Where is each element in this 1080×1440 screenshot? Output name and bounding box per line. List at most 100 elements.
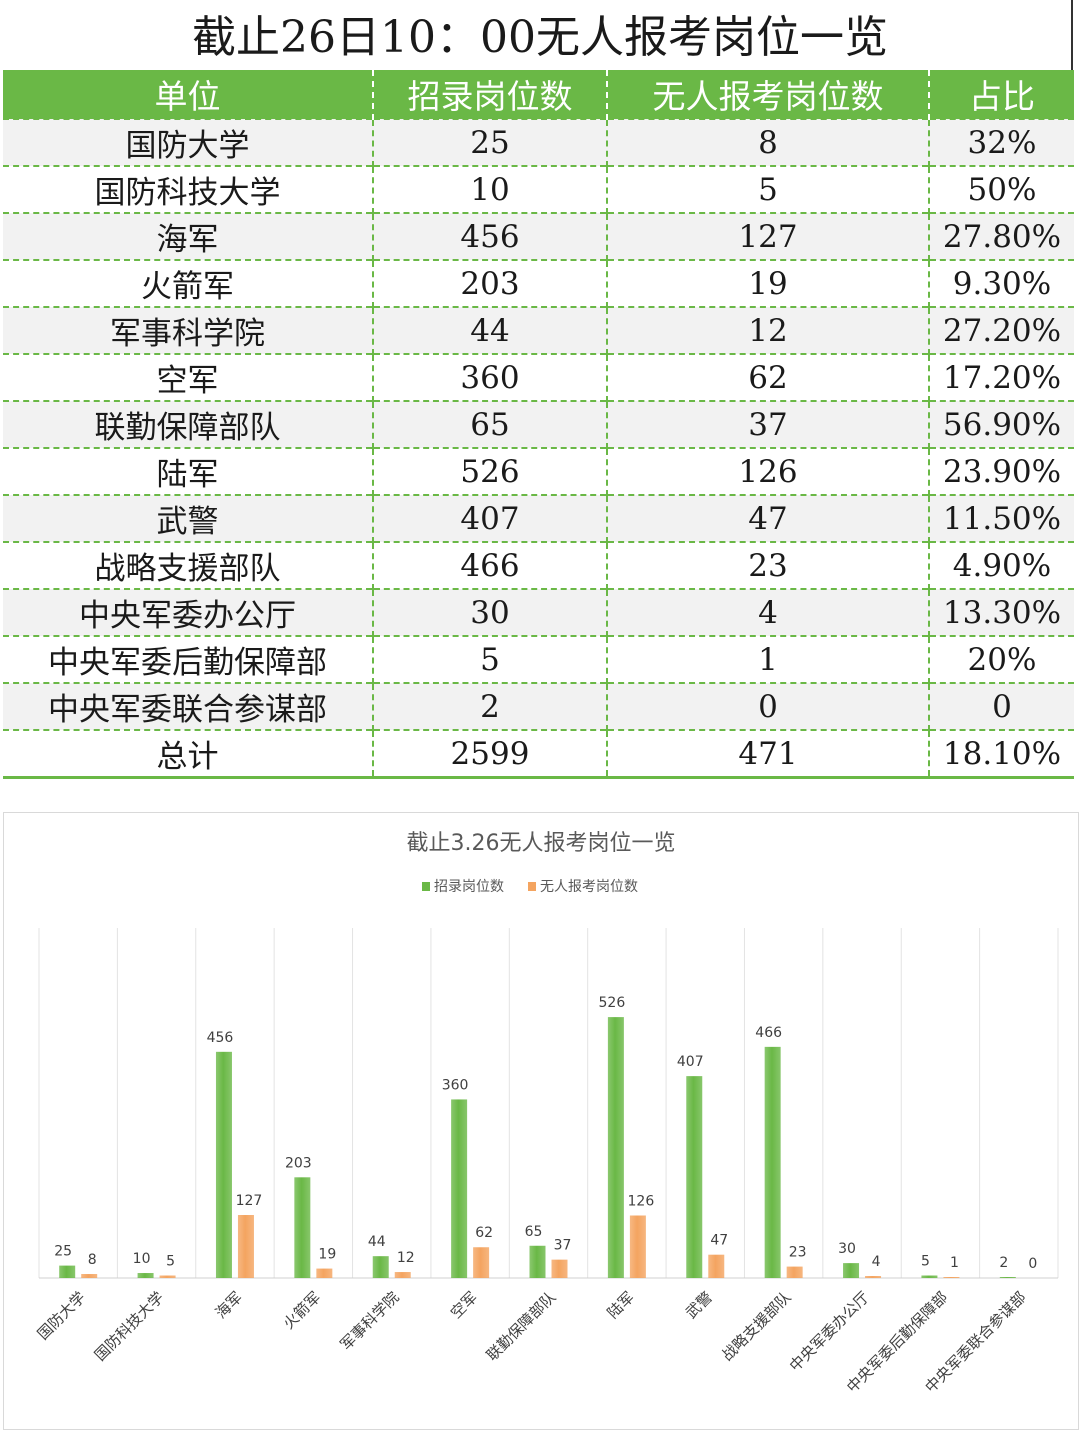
data-label: 0 bbox=[1028, 1256, 1037, 1272]
bar-recruit bbox=[843, 1263, 860, 1278]
data-label: 10 bbox=[133, 1251, 151, 1267]
cell-no-applicant-count: 4 bbox=[606, 588, 929, 636]
cell-unit: 联勤保障部队 bbox=[3, 400, 373, 448]
cell-ratio: 9.30% bbox=[928, 259, 1074, 307]
bar-no-applicant bbox=[629, 1215, 646, 1278]
legend-label-1: 招录岗位数 bbox=[434, 879, 504, 895]
cell-unit: 火箭军 bbox=[3, 259, 373, 307]
cell-recruit-count: 5 bbox=[372, 635, 607, 683]
data-label: 4 bbox=[872, 1254, 881, 1270]
cell-no-applicant-count: 127 bbox=[606, 212, 929, 260]
cell-recruit-count: 30 bbox=[372, 588, 607, 636]
legend-label-2: 无人报考岗位数 bbox=[540, 879, 638, 895]
cell-ratio: 18.10% bbox=[928, 729, 1074, 779]
bar-no-applicant bbox=[943, 1277, 960, 1278]
cell-ratio: 32% bbox=[928, 118, 1074, 166]
table-row: 战略支援部队 466 23 4.90% bbox=[3, 541, 1074, 589]
cell-recruit-count: 10 bbox=[372, 165, 607, 213]
cell-ratio: 27.20% bbox=[928, 306, 1074, 354]
header-recruit-count: 招录岗位数 bbox=[372, 70, 607, 119]
bar-recruit bbox=[607, 1017, 624, 1278]
data-label: 23 bbox=[789, 1245, 807, 1261]
data-label: 203 bbox=[285, 1155, 312, 1171]
data-label: 19 bbox=[318, 1247, 336, 1263]
cell-unit: 国防大学 bbox=[3, 118, 373, 166]
bar-no-applicant bbox=[316, 1268, 333, 1278]
data-table: 单位 招录岗位数 无人报考岗位数 占比 国防大学 25 8 32% 国防科技大学 10 5 5… bbox=[3, 70, 1074, 779]
table-edge-line bbox=[1071, 0, 1073, 70]
cell-unit: 海军 bbox=[3, 212, 373, 260]
cell-recruit-count: 65 bbox=[372, 400, 607, 448]
table-row: 中央军委联合参谋部 2 0 0 bbox=[3, 682, 1074, 730]
cell-unit: 武警 bbox=[3, 494, 373, 542]
bar-recruit bbox=[921, 1275, 938, 1278]
data-label: 2 bbox=[999, 1255, 1008, 1271]
bar-recruit bbox=[686, 1076, 703, 1278]
bar-chart: 截止3.26无人报考岗位一览 招录岗位数 无人报考岗位数 25 8 国防大学 10 5 国防科技… bbox=[3, 812, 1079, 1430]
x-tick-label: 联勤保障部队 bbox=[483, 1288, 559, 1364]
table-row: 武警 407 47 11.50% bbox=[3, 494, 1074, 542]
x-tick-label: 军事科学院 bbox=[337, 1288, 403, 1354]
bar-recruit bbox=[137, 1273, 154, 1278]
table-header-row: 单位 招录岗位数 无人报考岗位数 占比 bbox=[3, 70, 1074, 119]
data-label: 62 bbox=[475, 1225, 493, 1241]
bar-no-applicant bbox=[81, 1274, 98, 1278]
bar-recruit bbox=[215, 1051, 232, 1278]
bar-no-applicant bbox=[708, 1254, 725, 1278]
x-tick-label: 国防大学 bbox=[34, 1288, 89, 1343]
bar-recruit bbox=[764, 1046, 781, 1278]
data-label: 5 bbox=[921, 1254, 930, 1270]
header-no-applicant-count: 无人报考岗位数 bbox=[606, 70, 929, 119]
table-row: 军事科学院 44 12 27.20% bbox=[3, 306, 1074, 354]
bar-recruit bbox=[372, 1256, 389, 1278]
data-label: 37 bbox=[554, 1238, 572, 1254]
cell-no-applicant-count: 1 bbox=[606, 635, 929, 683]
data-label: 47 bbox=[710, 1233, 728, 1249]
table-row: 中央军委办公厅 30 4 13.30% bbox=[3, 588, 1074, 636]
chart-title: 截止3.26无人报考岗位一览 bbox=[407, 831, 676, 856]
cell-no-applicant-count: 8 bbox=[606, 118, 929, 166]
cell-no-applicant-count: 5 bbox=[606, 165, 929, 213]
cell-ratio: 27.80% bbox=[928, 212, 1074, 260]
bar-no-applicant bbox=[865, 1276, 882, 1278]
cell-unit: 国防科技大学 bbox=[3, 165, 373, 213]
table-row: 海军 456 127 27.80% bbox=[3, 212, 1074, 260]
table-title: 截止26日10：00无人报考岗位一览 bbox=[192, 12, 888, 63]
table-row: 联勤保障部队 65 37 56.90% bbox=[3, 400, 1074, 448]
cell-no-applicant-count: 471 bbox=[606, 729, 929, 779]
cell-recruit-count: 2599 bbox=[372, 729, 607, 779]
cell-recruit-count: 456 bbox=[372, 212, 607, 260]
cell-no-applicant-count: 47 bbox=[606, 494, 929, 542]
data-label: 126 bbox=[628, 1194, 655, 1210]
cell-ratio: 23.90% bbox=[928, 447, 1074, 495]
table-row: 中央军委后勤保障部 5 1 20% bbox=[3, 635, 1074, 683]
data-label: 360 bbox=[442, 1077, 469, 1093]
cell-no-applicant-count: 23 bbox=[606, 541, 929, 589]
data-label: 30 bbox=[838, 1241, 856, 1257]
cell-ratio: 11.50% bbox=[928, 494, 1074, 542]
cell-ratio: 50% bbox=[928, 165, 1074, 213]
bar-no-applicant bbox=[473, 1247, 490, 1278]
table-row: 陆军 526 126 23.90% bbox=[3, 447, 1074, 495]
cell-no-applicant-count: 12 bbox=[606, 306, 929, 354]
x-tick-label: 空军 bbox=[447, 1288, 481, 1322]
x-tick-label: 陆军 bbox=[604, 1288, 638, 1322]
bar-no-applicant bbox=[159, 1275, 176, 1278]
cell-recruit-count: 203 bbox=[372, 259, 607, 307]
cell-no-applicant-count: 0 bbox=[606, 682, 929, 730]
bar-no-applicant bbox=[551, 1259, 568, 1278]
x-tick-label: 火箭军 bbox=[280, 1288, 325, 1333]
data-label: 8 bbox=[88, 1252, 97, 1268]
cell-no-applicant-count: 19 bbox=[606, 259, 929, 307]
table-row: 空军 360 62 17.20% bbox=[3, 353, 1074, 401]
data-label: 25 bbox=[54, 1244, 72, 1260]
data-label: 407 bbox=[677, 1054, 704, 1070]
bar-recruit bbox=[529, 1245, 546, 1278]
cell-recruit-count: 466 bbox=[372, 541, 607, 589]
cell-unit: 空军 bbox=[3, 353, 373, 401]
legend-swatch-2 bbox=[528, 882, 536, 891]
cell-unit: 军事科学院 bbox=[3, 306, 373, 354]
cell-unit: 总计 bbox=[3, 729, 373, 779]
bar-no-applicant bbox=[394, 1272, 411, 1278]
bar-recruit bbox=[294, 1177, 311, 1278]
